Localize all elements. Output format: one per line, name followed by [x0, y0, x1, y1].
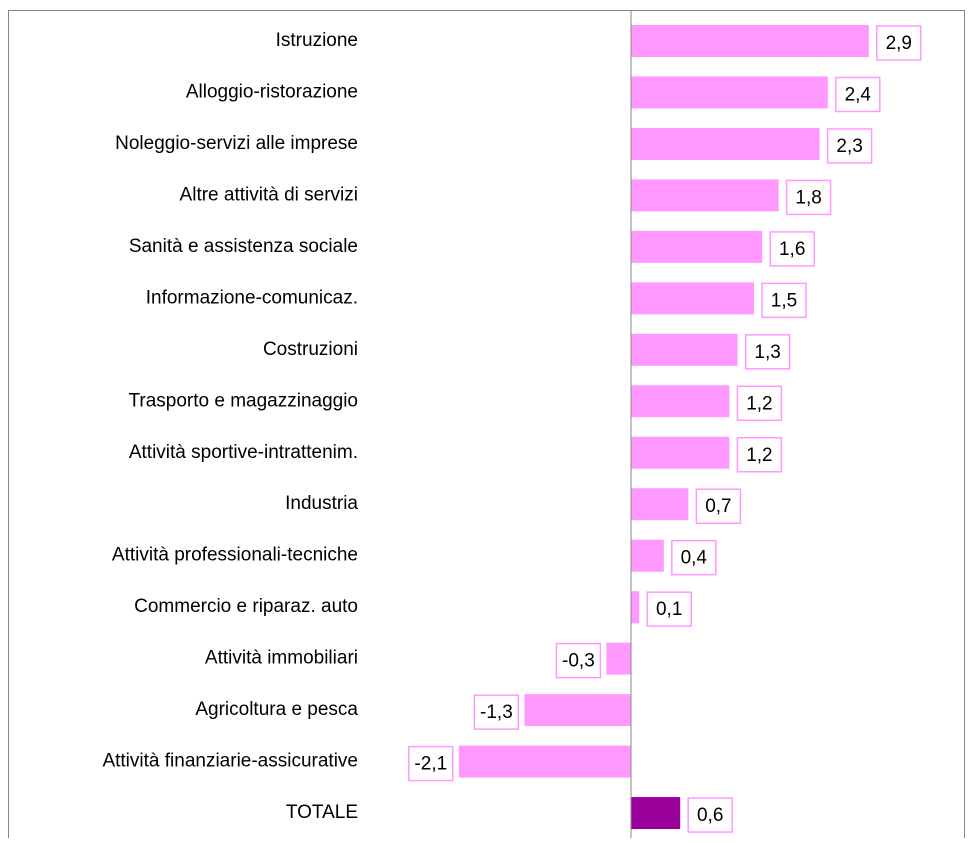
value-label-box	[876, 25, 922, 61]
value-label: 2,3	[836, 136, 862, 157]
category-label: Attività sportive-intrattenim.	[129, 442, 358, 463]
category-label: Agricoltura e pesca	[195, 699, 358, 720]
category-label: Altre attività di servizi	[180, 184, 358, 205]
category-label: Istruzione	[276, 30, 358, 51]
bar	[631, 797, 681, 830]
value-label: 0,7	[705, 496, 731, 517]
value-label: 0,6	[697, 805, 723, 826]
bar	[524, 694, 631, 727]
bar	[606, 642, 631, 675]
category-label: Attività immobiliari	[205, 648, 358, 669]
category-label: Alloggio-ristorazione	[186, 81, 358, 102]
category-label: Commercio e riparaz. auto	[134, 596, 358, 617]
value-label-box	[736, 385, 783, 422]
value-label-box	[695, 488, 742, 524]
category-label: Costruzioni	[263, 339, 358, 360]
value-label: 2,4	[845, 84, 872, 105]
value-label: 0,4	[681, 548, 708, 569]
value-label-box	[744, 334, 791, 370]
value-label-box	[646, 591, 692, 627]
category-label: TOTALE	[286, 802, 358, 823]
value-label: 1,5	[771, 290, 797, 311]
value-label-box	[555, 642, 602, 679]
bar	[631, 591, 640, 624]
value-label-box	[785, 179, 832, 216]
bar	[458, 745, 631, 778]
bar	[631, 488, 689, 521]
value-label-box	[408, 745, 454, 782]
value-label: 2,9	[886, 33, 912, 54]
value-label-box	[835, 76, 881, 113]
value-label-box	[671, 539, 717, 576]
bar	[631, 385, 730, 418]
value-label: 1,2	[746, 445, 772, 466]
value-label: 1,6	[779, 239, 805, 260]
value-label: -2,1	[414, 754, 447, 775]
bar	[631, 539, 664, 572]
category-label: Noleggio-servizi alle imprese	[115, 133, 358, 154]
value-label: 1,3	[754, 342, 780, 363]
bar	[631, 282, 754, 315]
bar	[631, 230, 763, 263]
bar	[631, 127, 820, 160]
value-label-box	[736, 437, 783, 473]
value-label: -1,3	[480, 702, 513, 723]
value-label: 1,8	[795, 187, 821, 208]
value-label-box	[826, 128, 873, 164]
category-label: Industria	[285, 493, 358, 514]
bar	[631, 76, 828, 109]
value-label: 0,1	[656, 599, 682, 620]
value-label-box	[473, 694, 520, 730]
value-label: -0,3	[562, 651, 595, 672]
category-label: Trasporto e magazzinaggio	[128, 390, 358, 411]
category-label: Informazione-comunicaz.	[146, 287, 358, 308]
value-label-box	[769, 231, 815, 267]
value-label-box	[687, 797, 733, 833]
bar	[631, 179, 779, 212]
plot-frame	[8, 10, 965, 843]
category-label: Attività finanziarie-assicurative	[102, 751, 358, 772]
bar	[631, 25, 869, 57]
value-label: 1,2	[746, 393, 772, 414]
category-label: Sanità e assistenza sociale	[129, 236, 358, 257]
category-label: Attività professionali-tecniche	[112, 545, 358, 566]
bar	[631, 436, 730, 469]
value-label-box	[761, 282, 807, 319]
bar	[631, 333, 738, 366]
